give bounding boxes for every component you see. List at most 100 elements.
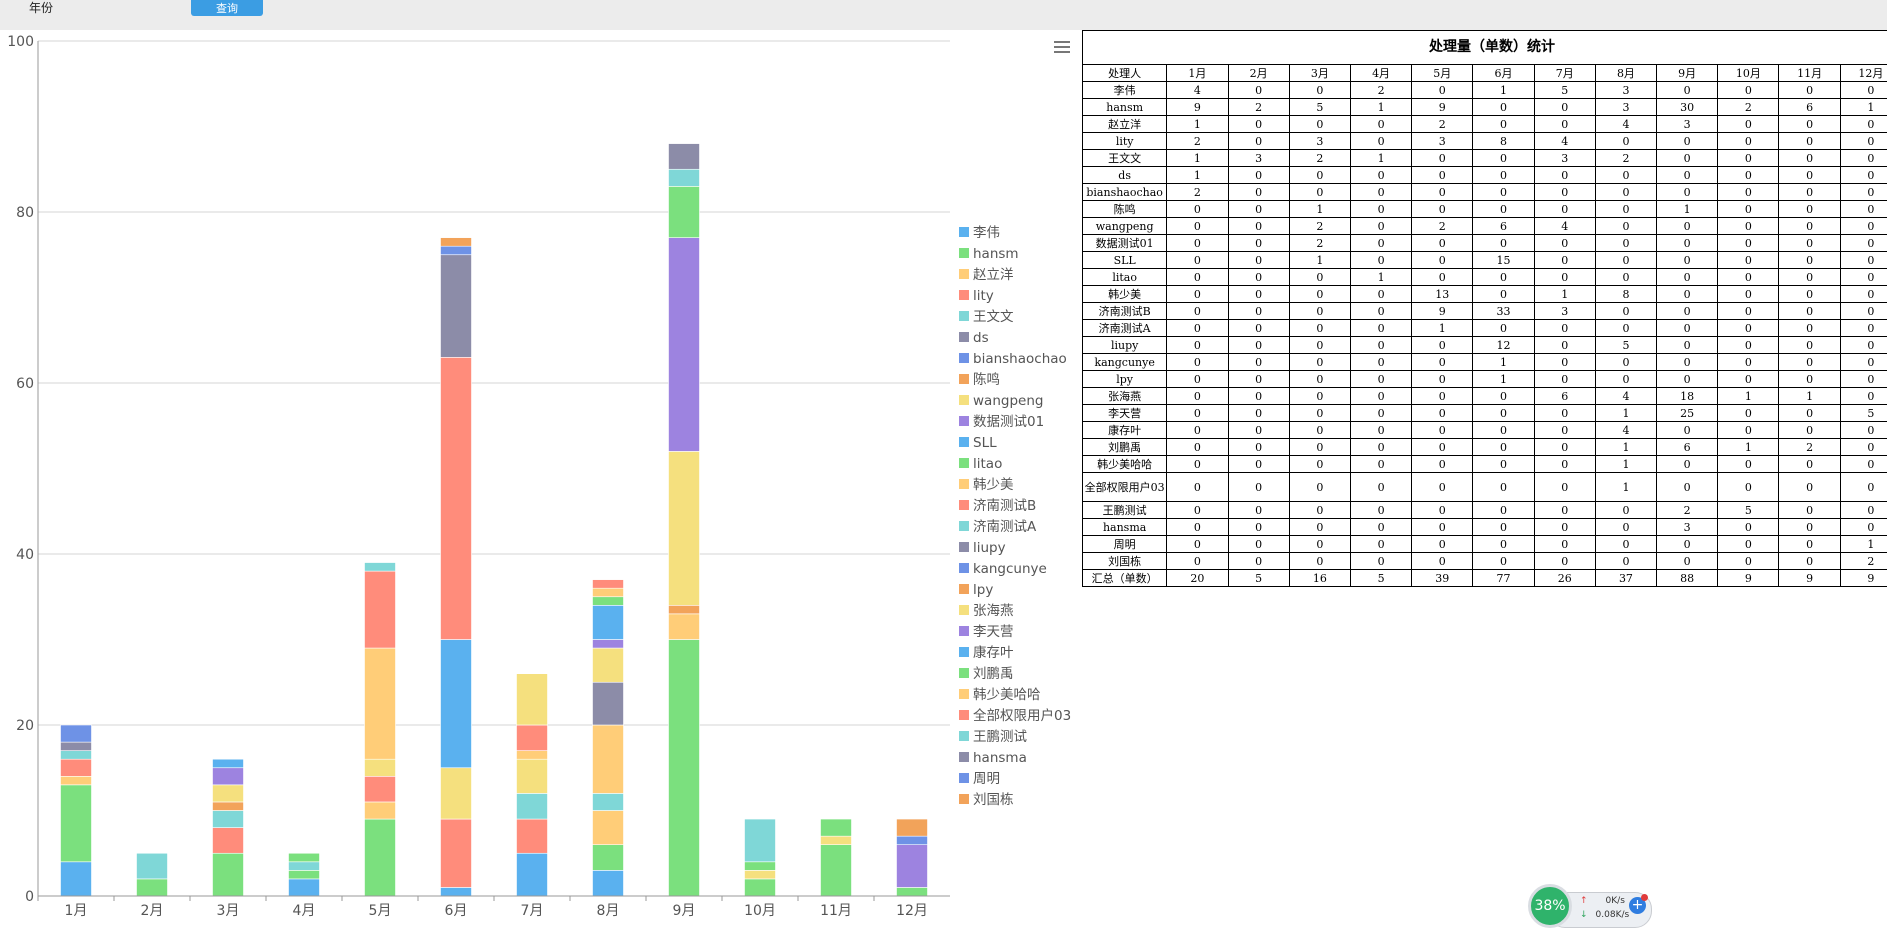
- bar-segment[interactable]: [592, 587, 624, 598]
- bar-segment[interactable]: [592, 596, 624, 606]
- legend-item[interactable]: 韩少美哈哈: [973, 687, 1041, 703]
- bar-segment[interactable]: [364, 775, 396, 803]
- legend-item[interactable]: 赵立洋: [973, 267, 1014, 283]
- bar-segment[interactable]: [820, 835, 852, 846]
- bar-segment[interactable]: [668, 639, 700, 897]
- legend-item[interactable]: 韩少美: [973, 477, 1014, 493]
- bar-segment[interactable]: [212, 784, 244, 803]
- bar-segment[interactable]: [668, 613, 700, 640]
- legend-item[interactable]: 济南测试A: [973, 519, 1037, 535]
- bar-segment[interactable]: [440, 245, 472, 256]
- bar-segment[interactable]: [592, 724, 624, 794]
- bar-segment[interactable]: [440, 254, 472, 358]
- bar-segment[interactable]: [60, 758, 92, 777]
- plus-icon[interactable]: +: [1629, 897, 1646, 914]
- bar-segment[interactable]: [592, 604, 624, 640]
- bar-segment[interactable]: [60, 741, 92, 751]
- legend-item[interactable]: 济南测试B: [973, 498, 1036, 514]
- legend-item[interactable]: 周明: [973, 771, 1000, 787]
- bar-segment[interactable]: [668, 237, 700, 452]
- bar-segment[interactable]: [60, 750, 92, 760]
- legend-item[interactable]: 刘国栋: [973, 792, 1014, 808]
- legend-item[interactable]: hansm: [973, 246, 1019, 262]
- bar-segment[interactable]: [136, 878, 168, 897]
- bar-segment[interactable]: [288, 870, 320, 880]
- network-speed-widget[interactable]: 38% ↑ 0K/s ↓ 0.08K/s +: [1528, 884, 1656, 928]
- bar-segment[interactable]: [288, 878, 320, 897]
- bar-segment[interactable]: [516, 758, 548, 794]
- bar-segment[interactable]: [668, 186, 700, 238]
- bar-segment[interactable]: [516, 673, 548, 726]
- bar-segment[interactable]: [440, 357, 472, 640]
- bar-segment[interactable]: [60, 784, 92, 863]
- bar-segment[interactable]: [440, 818, 472, 888]
- bar-segment[interactable]: [592, 844, 624, 871]
- bar-segment[interactable]: [516, 724, 548, 751]
- legend-item[interactable]: ds: [973, 330, 989, 346]
- bar-segment[interactable]: [668, 451, 700, 606]
- bar-segment[interactable]: [136, 852, 168, 880]
- bar-segment[interactable]: [516, 818, 548, 854]
- bar-segment[interactable]: [668, 168, 700, 187]
- bar-segment[interactable]: [896, 818, 928, 837]
- bar-segment[interactable]: [516, 793, 548, 820]
- legend-item[interactable]: wangpeng: [973, 393, 1043, 409]
- bar-segment[interactable]: [592, 579, 624, 589]
- legend-item[interactable]: 刘鹏禹: [973, 666, 1014, 682]
- bar-segment[interactable]: [516, 852, 548, 897]
- bar-segment[interactable]: [60, 775, 92, 786]
- bar-segment[interactable]: [288, 852, 320, 863]
- bar-segment[interactable]: [212, 852, 244, 897]
- bar-segment[interactable]: [364, 758, 396, 777]
- bar-segment[interactable]: [212, 801, 244, 811]
- query-button[interactable]: 查询: [191, 0, 263, 16]
- bar-segment[interactable]: [364, 818, 396, 897]
- bar-segment[interactable]: [364, 647, 396, 760]
- bar-segment[interactable]: [744, 870, 776, 880]
- bar-segment[interactable]: [668, 604, 700, 615]
- bar-segment[interactable]: [288, 861, 320, 871]
- bar-segment[interactable]: [516, 750, 548, 760]
- legend-item[interactable]: kangcunye: [973, 561, 1047, 577]
- legend-item[interactable]: 康存叶: [973, 644, 1014, 661]
- bar-segment[interactable]: [440, 887, 472, 897]
- legend-item[interactable]: 王鹏测试: [973, 729, 1027, 745]
- legend-item[interactable]: liupy: [973, 540, 1006, 556]
- bar-segment[interactable]: [212, 810, 244, 828]
- bar-segment[interactable]: [60, 724, 92, 743]
- bar-segment[interactable]: [212, 767, 244, 786]
- bar-segment[interactable]: [668, 143, 700, 170]
- bar-segment[interactable]: [440, 767, 472, 820]
- bar-segment[interactable]: [440, 237, 472, 247]
- bar-segment[interactable]: [592, 870, 624, 897]
- legend-item[interactable]: bianshaochao: [973, 351, 1067, 367]
- bar-segment[interactable]: [820, 844, 852, 897]
- bar-segment[interactable]: [364, 801, 396, 820]
- legend-item[interactable]: 数据测试01: [973, 414, 1044, 430]
- bar-segment[interactable]: [592, 793, 624, 811]
- bar-segment[interactable]: [896, 844, 928, 888]
- bar-segment[interactable]: [592, 639, 624, 649]
- legend-item[interactable]: 全部权限用户03: [973, 707, 1071, 724]
- bar-segment[interactable]: [744, 818, 776, 863]
- bar-segment[interactable]: [896, 887, 928, 897]
- legend-item[interactable]: lity: [973, 288, 994, 304]
- bar-segment[interactable]: [60, 861, 92, 897]
- bar-segment[interactable]: [440, 639, 472, 769]
- bar-segment[interactable]: [820, 818, 852, 837]
- legend-item[interactable]: hansma: [973, 750, 1027, 766]
- legend-item[interactable]: lpy: [973, 582, 993, 598]
- bar-segment[interactable]: [364, 562, 396, 572]
- legend-item[interactable]: SLL: [973, 435, 997, 451]
- bar-segment[interactable]: [592, 810, 624, 846]
- bar-segment[interactable]: [592, 681, 624, 726]
- bar-segment[interactable]: [744, 878, 776, 897]
- chart-menu-icon[interactable]: [1054, 41, 1070, 55]
- legend-item[interactable]: 李伟: [973, 225, 1000, 241]
- legend-item[interactable]: 王文文: [973, 309, 1014, 325]
- legend-item[interactable]: litao: [973, 456, 1002, 472]
- bar-segment[interactable]: [744, 861, 776, 871]
- legend-item[interactable]: 陈鸣: [973, 371, 1000, 388]
- legend-item[interactable]: 李天营: [973, 624, 1014, 640]
- bar-segment[interactable]: [212, 827, 244, 854]
